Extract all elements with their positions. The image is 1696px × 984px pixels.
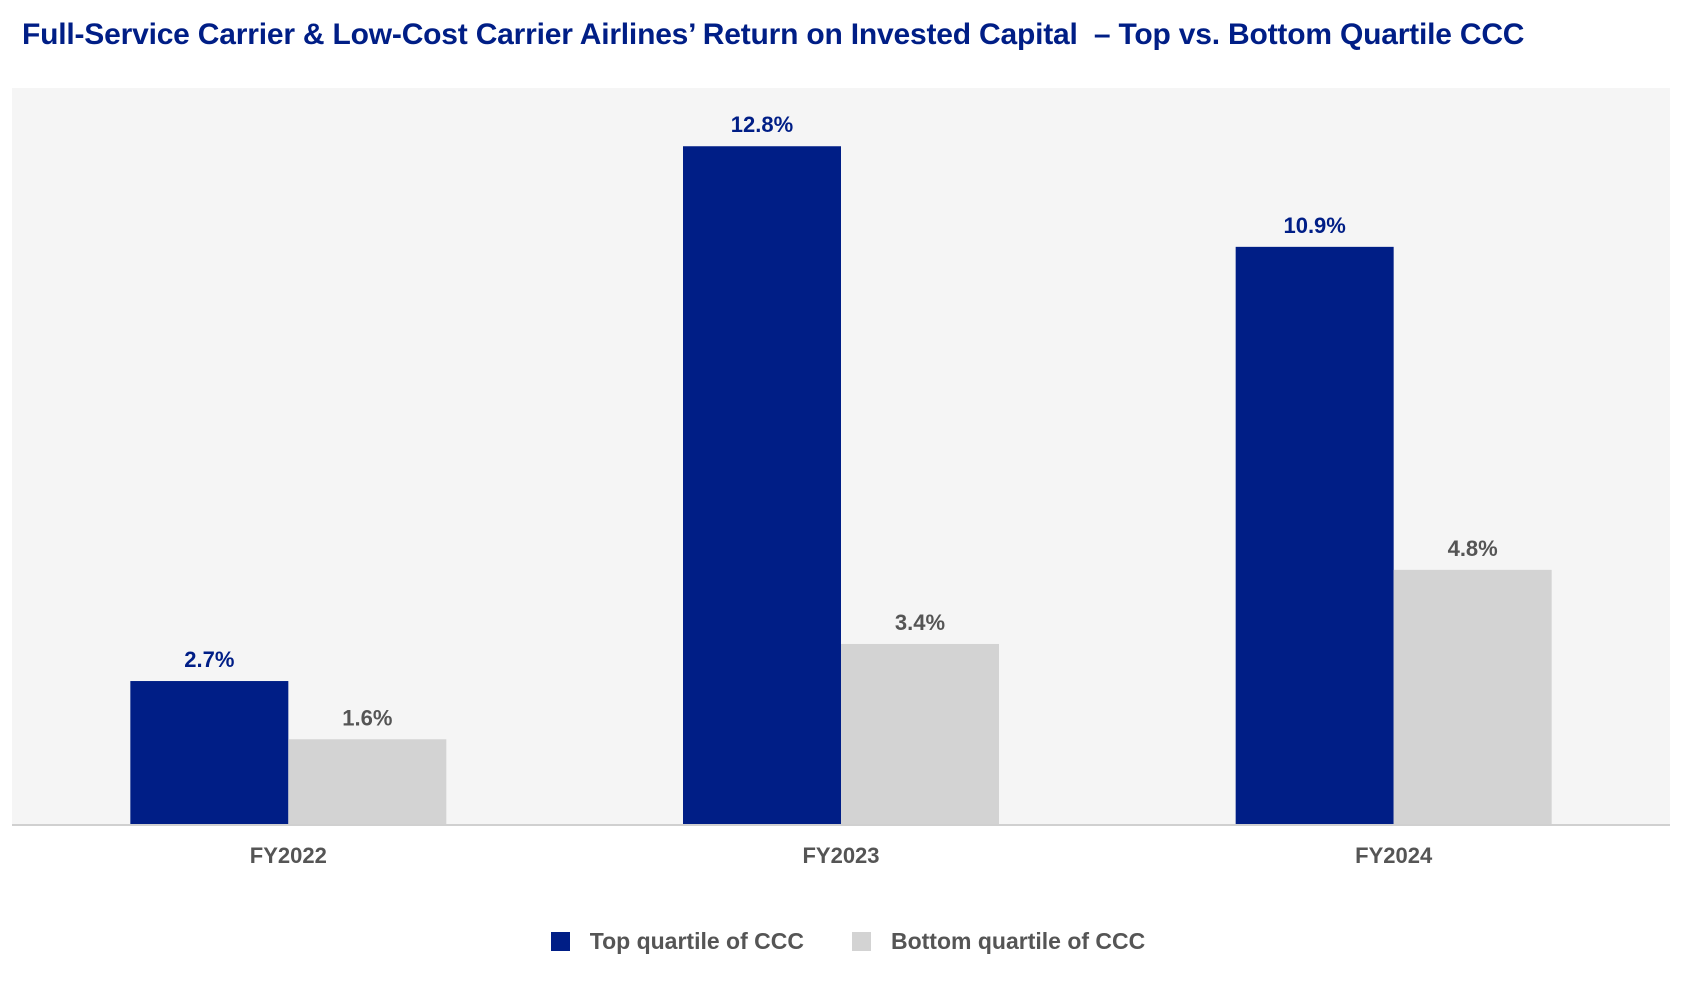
data-label-bottom-fy2024: 4.8% (1448, 536, 1498, 561)
legend-item-top: Top quartile of CCC (550, 928, 804, 955)
data-label-top-fy2023: 12.8% (731, 112, 793, 137)
data-label-bottom-fy2022: 1.6% (342, 705, 392, 730)
data-label-top-fy2022: 2.7% (184, 647, 234, 672)
data-label-top-fy2024: 10.9% (1283, 213, 1345, 238)
bar-top-fy2023 (683, 146, 841, 824)
chart-title: Full-Service Carrier & Low-Cost Carrier … (22, 18, 1525, 51)
labels-group: 2.7% 1.6% FY2022 12.8% 3.4% FY2023 10.9% 4.8% FY… (184, 112, 1497, 868)
bar-bottom-fy2023 (841, 643, 999, 824)
bar-top-fy2022 (130, 681, 289, 824)
bar-top-fy2024 (1235, 246, 1394, 824)
legend-swatch-bottom (851, 932, 871, 951)
x-tick-label-fy2022: FY2022 (250, 843, 327, 868)
legend: Top quartile of CCC Bottom quartile of C… (0, 928, 1696, 955)
legend-swatch-top (550, 932, 570, 951)
legend-label-top: Top quartile of CCC (589, 928, 804, 954)
legend-label-bottom: Bottom quartile of CCC (890, 928, 1146, 954)
bar-bottom-fy2024 (1393, 569, 1552, 824)
legend-item-bottom: Bottom quartile of CCC (851, 928, 1146, 955)
bars-group (130, 146, 1552, 824)
data-label-bottom-fy2023: 3.4% (895, 610, 945, 635)
x-tick-label-fy2023: FY2023 (802, 843, 879, 868)
bar-bottom-fy2022 (288, 739, 447, 824)
x-tick-label-fy2024: FY2024 (1355, 843, 1433, 868)
